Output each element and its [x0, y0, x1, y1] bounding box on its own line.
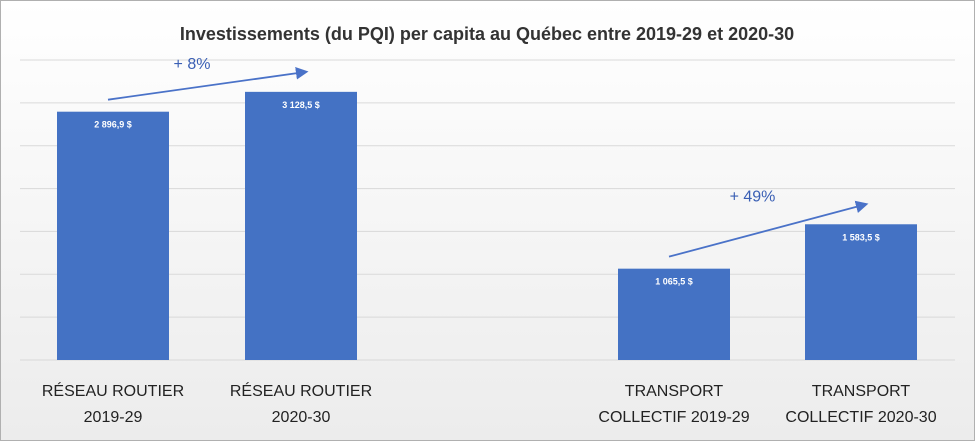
category-label: TRANSPORT: [812, 383, 911, 400]
bar: [805, 224, 917, 360]
growth-annotation-label: + 49%: [730, 188, 776, 205]
bar: [245, 92, 357, 360]
category-label: COLLECTIF 2020-30: [785, 409, 936, 426]
growth-annotation-label: + 8%: [174, 56, 211, 73]
category-label: 2020-30: [272, 409, 331, 426]
category-label: 2019-29: [84, 409, 143, 426]
data-label: 1 583,5 $: [842, 232, 880, 242]
category-label: COLLECTIF 2019-29: [598, 409, 749, 426]
category-label: TRANSPORT: [625, 383, 724, 400]
chart-title: Investissements (du PQI) per capita au Q…: [180, 24, 794, 44]
bar: [57, 112, 169, 360]
data-label: 3 128,5 $: [282, 100, 320, 110]
data-label: 2 896,9 $: [94, 120, 132, 130]
data-label: 1 065,5 $: [655, 277, 693, 287]
category-label: RÉSEAU ROUTIER: [230, 381, 372, 400]
category-label: RÉSEAU ROUTIER: [42, 381, 184, 400]
